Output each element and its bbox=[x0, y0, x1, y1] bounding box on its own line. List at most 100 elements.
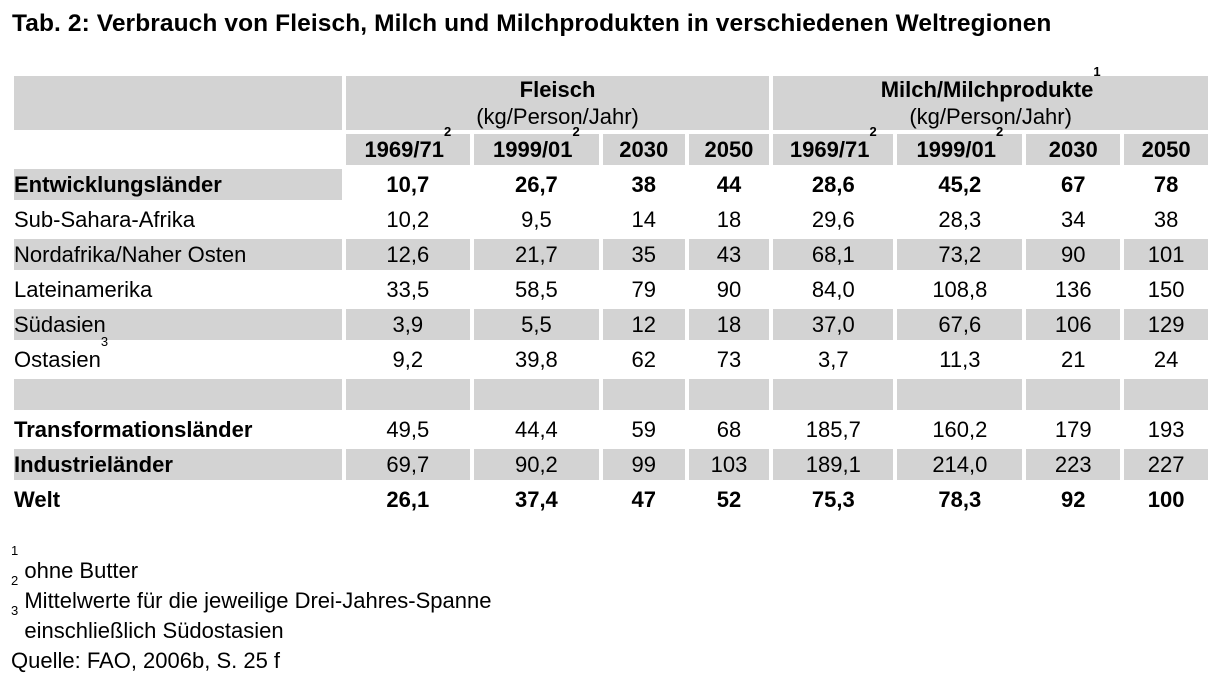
table-row: Sub-Sahara-Afrika 10,2 9,5 14 18 29,6 28,3 34 38 bbox=[14, 204, 1208, 235]
value-cell: 37,4 bbox=[473, 484, 599, 515]
footnote-marker: 1 bbox=[11, 543, 19, 558]
group-header-meat: Fleisch (kg/Person/Jahr) bbox=[345, 76, 770, 130]
spacer-cell bbox=[1026, 379, 1121, 410]
spacer-cell bbox=[688, 379, 770, 410]
table-title: Tab. 2: Verbrauch von Fleisch, Milch und… bbox=[12, 10, 1052, 37]
footnote-list: 1 ohne Butter 2 Mittelwerte für die jewei… bbox=[11, 544, 492, 646]
spacer-cell bbox=[1124, 379, 1208, 410]
year-header-cell: 1969/712 bbox=[773, 125, 894, 165]
milk-group-unit: (kg/Person/Jahr) bbox=[909, 104, 1072, 129]
region-name: Industrieländer bbox=[14, 449, 342, 480]
year-label: 1969/71 bbox=[364, 137, 444, 162]
value-cell: 28,3 bbox=[897, 204, 1023, 235]
group-header-blank bbox=[14, 76, 342, 130]
value-cell: 47 bbox=[602, 484, 685, 515]
spacer-cell bbox=[473, 379, 599, 410]
region-name: Nordafrika/Naher Osten bbox=[14, 239, 342, 270]
year-header-cell: 2050 bbox=[1124, 134, 1208, 165]
year-header-cell: 2030 bbox=[1026, 134, 1121, 165]
value-cell: 129 bbox=[1124, 309, 1208, 340]
region-label: Welt bbox=[14, 487, 61, 512]
value-cell: 34 bbox=[1026, 204, 1121, 235]
value-cell: 33,5 bbox=[345, 274, 470, 305]
group-header-milk: Milch/Milchprodukte1 (kg/Person/Jahr) bbox=[773, 65, 1208, 130]
value-cell: 38 bbox=[602, 169, 685, 200]
year-header-blank bbox=[14, 134, 342, 165]
table-row: Welt 26,1 37,4 47 52 75,3 78,3 92 100 bbox=[14, 484, 1208, 515]
region-name: Entwicklungsländer bbox=[14, 169, 342, 200]
value-cell: 179 bbox=[1026, 414, 1121, 445]
value-cell: 45,2 bbox=[897, 169, 1023, 200]
spacer-cell bbox=[897, 379, 1023, 410]
spacer-cell bbox=[602, 379, 685, 410]
value-cell: 90 bbox=[688, 274, 770, 305]
value-cell: 90 bbox=[1026, 239, 1121, 270]
value-cell: 189,1 bbox=[773, 449, 894, 480]
source-note: Quelle: FAO, 2006b, S. 25 f bbox=[11, 648, 281, 673]
year-header-cell: 1969/712 bbox=[345, 125, 470, 165]
meat-group-unit: (kg/Person/Jahr) bbox=[476, 104, 639, 129]
value-cell: 108,8 bbox=[897, 274, 1023, 305]
year-label: 1969/71 bbox=[789, 137, 870, 162]
year-label: 2050 bbox=[1141, 137, 1191, 162]
group-header-row: Fleisch (kg/Person/Jahr) Milch/Milchprod… bbox=[14, 65, 1208, 130]
value-cell: 18 bbox=[688, 204, 770, 235]
value-cell: 101 bbox=[1124, 239, 1208, 270]
year-header-cell: 2030 bbox=[602, 134, 685, 165]
value-cell: 9,5 bbox=[473, 204, 599, 235]
footnote: 3 einschließlich Südostasien bbox=[11, 604, 491, 646]
year-header-cell: 2050 bbox=[688, 134, 770, 165]
year-header-cell: 1999/012 bbox=[897, 125, 1023, 165]
value-cell: 106 bbox=[1026, 309, 1121, 340]
region-name: Lateinamerika bbox=[14, 274, 342, 305]
footnote-text: Mittelwerte für die jeweilige Drei-Jahre… bbox=[24, 588, 492, 613]
value-cell: 59 bbox=[602, 414, 685, 445]
value-cell: 92 bbox=[1026, 484, 1121, 515]
value-cell: 10,2 bbox=[345, 204, 470, 235]
year-label: 1999/01 bbox=[916, 137, 996, 162]
value-cell: 3,9 bbox=[345, 309, 470, 340]
footnote-text: ohne Butter bbox=[24, 558, 139, 583]
value-cell: 26,1 bbox=[345, 484, 470, 515]
region-label: Lateinamerika bbox=[14, 277, 153, 302]
footnotes: 1 ohne Butter 2 Mittelwerte für die jewei… bbox=[11, 544, 492, 676]
year-footnote-ref: 2 bbox=[869, 124, 877, 139]
value-cell: 37,0 bbox=[773, 309, 894, 340]
value-cell: 214,0 bbox=[897, 449, 1023, 480]
spacer-row bbox=[14, 379, 1208, 410]
table-body: Entwicklungsländer 10,7 26,7 38 44 28,6 45,2 67… bbox=[14, 169, 1208, 515]
value-cell: 44 bbox=[688, 169, 770, 200]
value-cell: 67 bbox=[1026, 169, 1121, 200]
value-cell: 58,5 bbox=[473, 274, 599, 305]
value-cell: 69,7 bbox=[345, 449, 470, 480]
region-label: Sub-Sahara-Afrika bbox=[14, 207, 195, 232]
value-cell: 150 bbox=[1124, 274, 1208, 305]
table-row: Ostasien3 9,2 39,8 62 73 3,7 11,3 21 24 bbox=[14, 335, 1208, 375]
table-row: Industrieländer 69,7 90,2 99 103 189,1 214,0 22… bbox=[14, 449, 1208, 480]
footnote-text: einschließlich Südostasien bbox=[24, 618, 284, 643]
region-label: Entwicklungsländer bbox=[14, 172, 222, 197]
footnote: 1 ohne Butter bbox=[11, 544, 491, 586]
value-cell: 38 bbox=[1124, 204, 1208, 235]
value-cell: 28,6 bbox=[773, 169, 894, 200]
region-name: Ostasien3 bbox=[14, 335, 342, 375]
footnote-marker: 3 bbox=[11, 603, 19, 618]
table-row: Südasien 3,9 5,5 12 18 37,0 67,6 106 129 bbox=[14, 309, 1208, 340]
value-cell: 68 bbox=[688, 414, 770, 445]
value-cell: 100 bbox=[1124, 484, 1208, 515]
region-name: Transformationsländer bbox=[14, 414, 342, 445]
value-cell: 79 bbox=[602, 274, 685, 305]
value-cell: 160,2 bbox=[897, 414, 1023, 445]
spacer-cell bbox=[773, 379, 894, 410]
value-cell: 14 bbox=[602, 204, 685, 235]
value-cell: 10,7 bbox=[345, 169, 470, 200]
region-name: Welt bbox=[14, 484, 342, 515]
spacer-cell bbox=[345, 379, 470, 410]
value-cell: 223 bbox=[1026, 449, 1121, 480]
region-label: Nordafrika/Naher Osten bbox=[14, 242, 247, 267]
footnote-marker: 2 bbox=[11, 573, 19, 588]
milk-group-footnote-ref: 1 bbox=[1093, 64, 1101, 79]
table-row: Transformationsländer 49,5 44,4 59 68 185,7 16… bbox=[14, 414, 1208, 445]
value-cell: 90,2 bbox=[473, 449, 599, 480]
year-label: 1999/01 bbox=[493, 137, 573, 162]
